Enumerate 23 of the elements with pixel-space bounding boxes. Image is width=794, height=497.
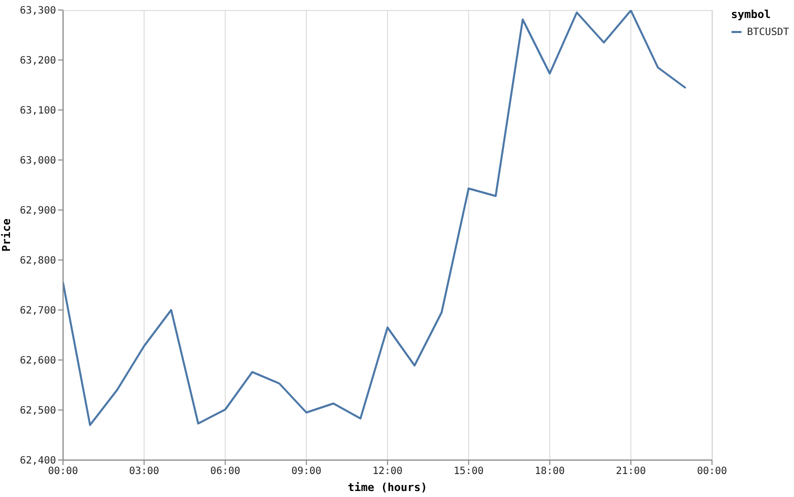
y-tick-label: 63,300 — [20, 6, 56, 17]
x-tick-label: 00:00 — [48, 466, 78, 478]
x-tick-label: 03:00 — [129, 466, 160, 478]
x-tick-label: 09:00 — [291, 466, 322, 478]
y-tick-label: 63,200 — [20, 56, 56, 67]
legend-label: BTCUSDT — [747, 26, 790, 38]
y-tick-label: 62,400 — [20, 456, 56, 467]
x-tick-label: 12:00 — [372, 466, 403, 478]
x-tick-label: 15:00 — [454, 466, 484, 478]
y-tick-label: 62,500 — [20, 406, 56, 417]
y-axis-title: Price — [0, 218, 13, 252]
y-tick-label: 62,600 — [20, 356, 56, 367]
y-tick-label: 63,100 — [20, 106, 56, 117]
y-tick-label: 62,800 — [20, 256, 56, 267]
y-tick-label: 62,700 — [20, 306, 56, 317]
y-tick-label: 62,900 — [20, 206, 56, 217]
y-tick-label: 63,000 — [20, 156, 56, 167]
x-tick-label: 00:00 — [696, 466, 728, 478]
x-tick-label: 21:00 — [616, 466, 646, 478]
x-tick-label: 06:00 — [210, 466, 240, 478]
x-tick-label: 18:00 — [534, 466, 565, 478]
x-axis-title: time (hours) — [348, 481, 428, 494]
legend-title: symbol — [731, 8, 772, 21]
